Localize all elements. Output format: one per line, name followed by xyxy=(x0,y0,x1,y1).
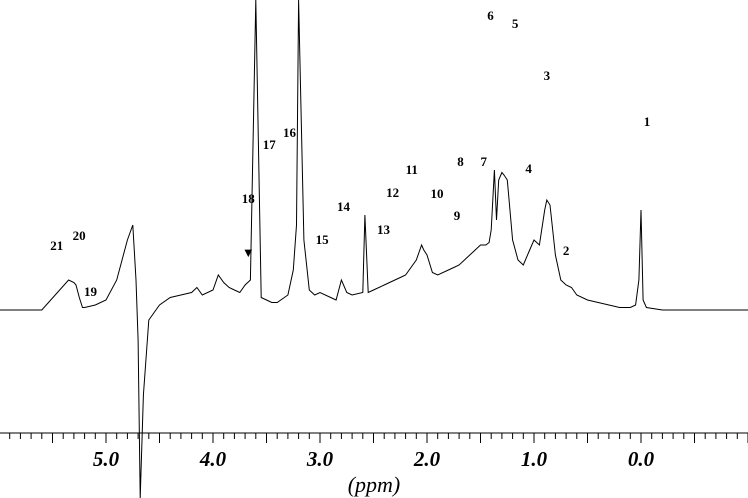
peak-label-9: 9 xyxy=(454,208,461,223)
peak-label-2: 2 xyxy=(563,243,570,258)
peak-label-4: 4 xyxy=(525,161,532,176)
peak-label-6: 6 xyxy=(487,8,494,23)
peak-label-16: 16 xyxy=(283,125,297,140)
peak-label-13: 13 xyxy=(377,222,391,237)
x-tick-label: 3.0 xyxy=(306,447,334,471)
peak-label-18: 18 xyxy=(242,191,256,206)
peak-label-15: 15 xyxy=(316,232,330,247)
x-tick-label: 2.0 xyxy=(413,447,441,471)
x-tick-label: 1.0 xyxy=(521,447,548,471)
peak-label-7: 7 xyxy=(480,154,487,169)
peak-marker: ▼ xyxy=(242,245,255,260)
peak-label-21: 21 xyxy=(50,238,63,253)
peak-label-5: 5 xyxy=(512,16,519,31)
x-tick-label: 4.0 xyxy=(199,447,227,471)
peak-label-19: 19 xyxy=(84,284,98,299)
x-axis-ticks xyxy=(9,433,748,443)
peak-label-8: 8 xyxy=(457,154,464,169)
x-tick-label: 0.0 xyxy=(628,447,655,471)
peak-label-1: 1 xyxy=(644,114,651,129)
peak-label-17: 17 xyxy=(263,137,277,152)
peak-label-11: 11 xyxy=(406,162,418,177)
peak-label-3: 3 xyxy=(544,68,551,83)
peak-label-12: 12 xyxy=(386,185,399,200)
peak-label-14: 14 xyxy=(337,199,351,214)
x-axis-label: (ppm) xyxy=(348,472,401,497)
peak-label-20: 20 xyxy=(73,228,86,243)
x-axis-tick-labels: 5.0 4.0 3.0 2.0 1.0 0.0 xyxy=(93,447,655,471)
x-tick-label: 5.0 xyxy=(93,447,120,471)
peak-label-10: 10 xyxy=(431,186,444,201)
